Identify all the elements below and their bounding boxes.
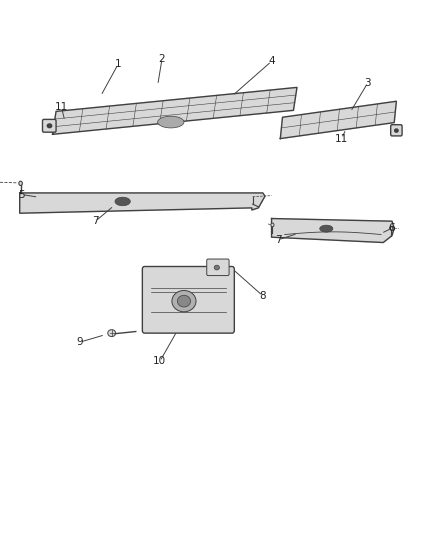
- Text: 2: 2: [159, 54, 166, 63]
- Ellipse shape: [158, 116, 184, 128]
- Ellipse shape: [320, 225, 333, 232]
- Text: 7: 7: [92, 216, 99, 226]
- Ellipse shape: [47, 124, 52, 128]
- FancyBboxPatch shape: [207, 259, 229, 276]
- FancyBboxPatch shape: [42, 119, 56, 132]
- Ellipse shape: [271, 223, 274, 227]
- FancyBboxPatch shape: [391, 125, 402, 136]
- Text: 1: 1: [115, 59, 122, 69]
- Ellipse shape: [395, 129, 398, 132]
- Text: 11: 11: [335, 134, 348, 143]
- Polygon shape: [272, 219, 394, 243]
- Text: 3: 3: [364, 78, 371, 87]
- Polygon shape: [53, 87, 297, 134]
- Text: 11: 11: [55, 102, 68, 111]
- Polygon shape: [280, 101, 396, 139]
- Text: 4: 4: [268, 56, 275, 66]
- Text: 9: 9: [76, 337, 83, 347]
- Ellipse shape: [108, 329, 116, 337]
- FancyBboxPatch shape: [142, 266, 234, 333]
- Text: 10: 10: [153, 357, 166, 366]
- Text: 5: 5: [18, 190, 25, 199]
- Ellipse shape: [115, 197, 131, 206]
- Ellipse shape: [214, 265, 219, 270]
- Ellipse shape: [172, 290, 196, 312]
- Ellipse shape: [177, 295, 191, 307]
- Ellipse shape: [390, 227, 392, 230]
- Polygon shape: [20, 193, 265, 213]
- Text: 7: 7: [275, 235, 282, 245]
- Text: 6: 6: [389, 223, 396, 233]
- Text: 8: 8: [259, 291, 266, 301]
- Ellipse shape: [19, 181, 22, 185]
